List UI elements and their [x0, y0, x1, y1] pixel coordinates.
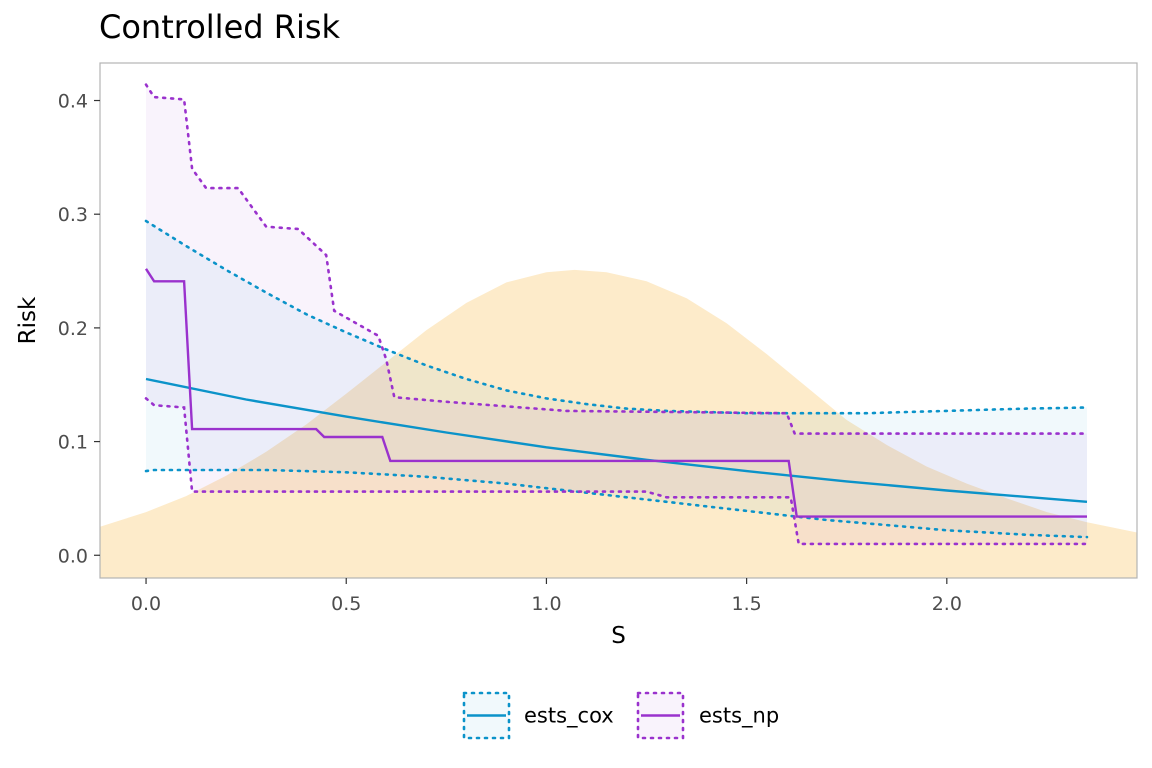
x-tick-label: 0.5	[331, 593, 361, 615]
upper-bound-ests_np	[144, 83, 1089, 435]
x-tick-label: 0.0	[131, 593, 161, 615]
estimate-line-ests_np	[144, 268, 1087, 518]
x-tick-label: 1.0	[531, 593, 561, 615]
legend-label-ests_np: ests_np	[699, 704, 779, 729]
y-tick-label: 0.4	[58, 91, 88, 113]
y-tick-label: 0.0	[58, 545, 88, 567]
ribbon-ests_cox	[146, 221, 1087, 538]
y-tick-label: 0.1	[58, 432, 88, 454]
plot-border	[99, 62, 1138, 579]
upper-bound-ests_cox	[144, 219, 1089, 415]
plot-layer	[100, 83, 1137, 578]
y-tick-label: 0.2	[58, 318, 88, 340]
ribbon-ests_np	[146, 84, 1087, 544]
x-axis-title: S	[611, 623, 626, 649]
chart-title: Controlled Risk	[99, 8, 341, 46]
legend-item-ests_cox: ests_cox	[462, 691, 614, 740]
y-tick-label: 0.3	[58, 204, 88, 226]
x-tick-label: 1.5	[732, 593, 762, 615]
legend-item-ests_np: ests_np	[636, 691, 779, 740]
density-area	[100, 269, 1137, 578]
y-axis-title: Risk	[15, 296, 41, 344]
x-tick-label: 2.0	[932, 593, 962, 615]
lower-bound-ests_np	[144, 397, 1089, 546]
legend-label-ests_cox: ests_cox	[524, 704, 614, 729]
legend: ests_cox ests_np	[462, 691, 779, 740]
estimate-line-ests_cox	[145, 377, 1088, 503]
